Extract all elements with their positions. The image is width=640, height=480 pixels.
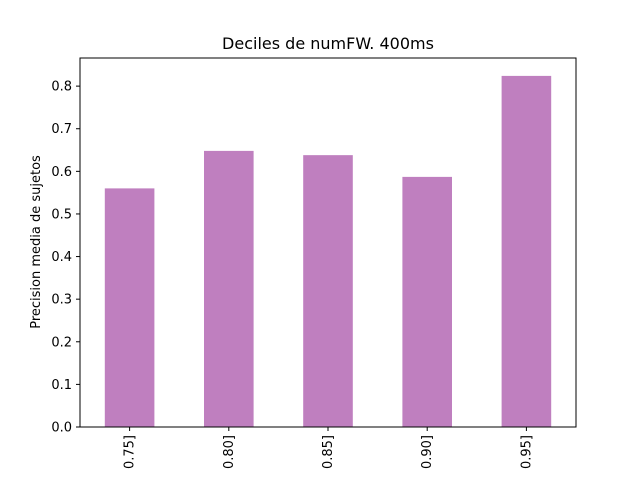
x-tick-label-4: 0.95] <box>519 435 534 469</box>
y-tick-label-0: 0.0 <box>51 421 72 436</box>
x-tick-label-2: 0.85] <box>321 435 336 469</box>
bar-1 <box>204 150 254 427</box>
chart-title: Deciles de numFW. 400ms <box>222 34 434 53</box>
bar-4 <box>501 75 552 428</box>
bar-3 <box>402 176 452 427</box>
bars-group <box>104 75 552 428</box>
y-tick-label-2: 0.2 <box>51 335 72 350</box>
y-tick-label-5: 0.5 <box>51 207 72 222</box>
x-tick-label-0: 0.75] <box>123 435 138 469</box>
x-tick-label-3: 0.90] <box>420 435 435 469</box>
y-ticks-group: 0.0 0.1 0.2 0.3 0.4 0.5 0.6 0.7 0.8 <box>51 80 80 436</box>
y-tick-label-6: 0.6 <box>51 165 72 180</box>
y-tick-label-4: 0.4 <box>51 250 72 265</box>
y-tick-label-8: 0.8 <box>51 80 72 95</box>
y-tick-label-1: 0.1 <box>51 378 72 393</box>
y-tick-label-3: 0.3 <box>51 293 72 308</box>
bar-2 <box>303 155 353 427</box>
x-ticks-group: 0.75] 0.80] 0.85] 0.90] 0.95] <box>123 427 534 469</box>
y-axis-label: Precision media de sujetos <box>29 155 44 329</box>
x-tick-label-1: 0.80] <box>222 435 237 469</box>
bar-0 <box>104 188 155 427</box>
y-tick-label-7: 0.7 <box>51 122 72 137</box>
plot-frame <box>79 57 577 428</box>
